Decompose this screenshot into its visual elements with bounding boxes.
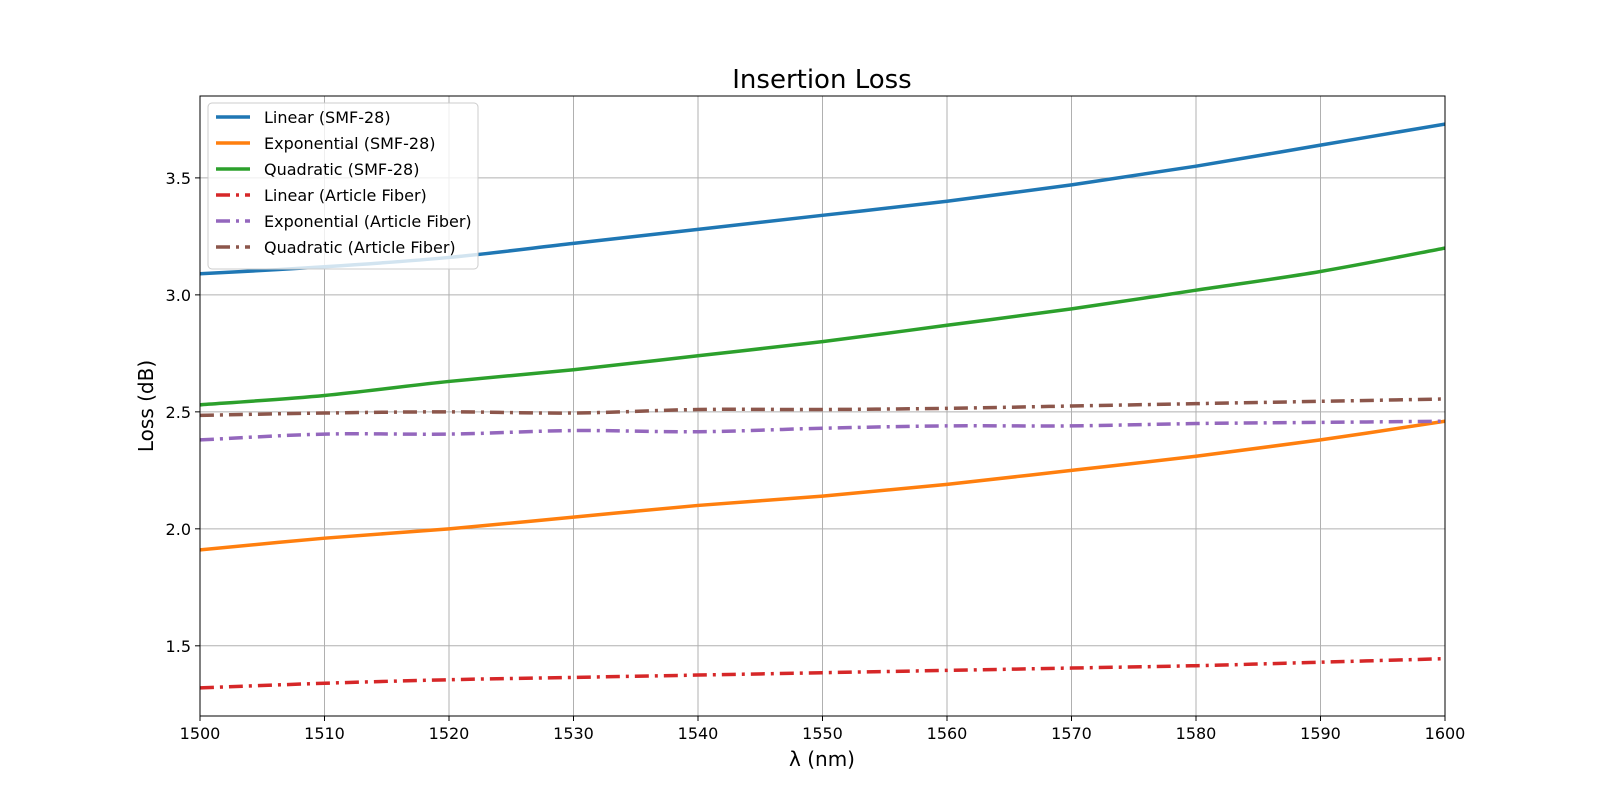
tick-layer: 1500 1510 1520 1530 1540 1550 1560 1570 1580 1590… [166, 169, 1466, 743]
legend-label: Linear (Article Fiber) [264, 186, 427, 205]
legend-label: Quadratic (Article Fiber) [264, 238, 456, 257]
x-tick-label: 1510 [304, 724, 345, 743]
x-tick-label: 1500 [180, 724, 221, 743]
legend-box [207, 102, 479, 270]
x-tick-label: 1580 [1176, 724, 1217, 743]
series-layer [200, 122, 1445, 690]
x-tick-label: 1590 [1300, 724, 1341, 743]
series-line-3 [200, 246, 1445, 407]
x-tick-label: 1600 [1425, 724, 1466, 743]
x-tick-label: 1520 [429, 724, 470, 743]
legend-label: Linear (SMF-28) [264, 108, 391, 127]
series-line-5 [200, 419, 1445, 442]
legend: Linear (SMF-28) Exponential (SMF-28) Quadr… [207, 102, 479, 270]
x-axis-label: λ (nm) [789, 747, 855, 771]
x-tick-label: 1530 [553, 724, 594, 743]
x-tick-label: 1540 [678, 724, 719, 743]
legend-label: Exponential (SMF-28) [264, 134, 435, 153]
series-line-6 [200, 397, 1445, 418]
legend-label: Exponential (Article Fiber) [264, 212, 472, 231]
y-tick-label: 2.5 [166, 403, 191, 422]
y-tick-label: 3.0 [166, 286, 191, 305]
x-tick-label: 1550 [802, 724, 843, 743]
legend-label: Quadratic (SMF-28) [264, 160, 419, 179]
x-tick-label: 1570 [1051, 724, 1092, 743]
y-tick-label: 2.0 [166, 520, 191, 539]
y-tick-label: 3.5 [166, 169, 191, 188]
x-tick-label: 1560 [927, 724, 968, 743]
series-line-2 [200, 419, 1445, 552]
y-axis-label: Loss (dB) [134, 360, 158, 452]
chart-title: Insertion Loss [732, 65, 911, 95]
y-tick-label: 1.5 [166, 637, 191, 656]
series-line-4 [200, 656, 1445, 690]
